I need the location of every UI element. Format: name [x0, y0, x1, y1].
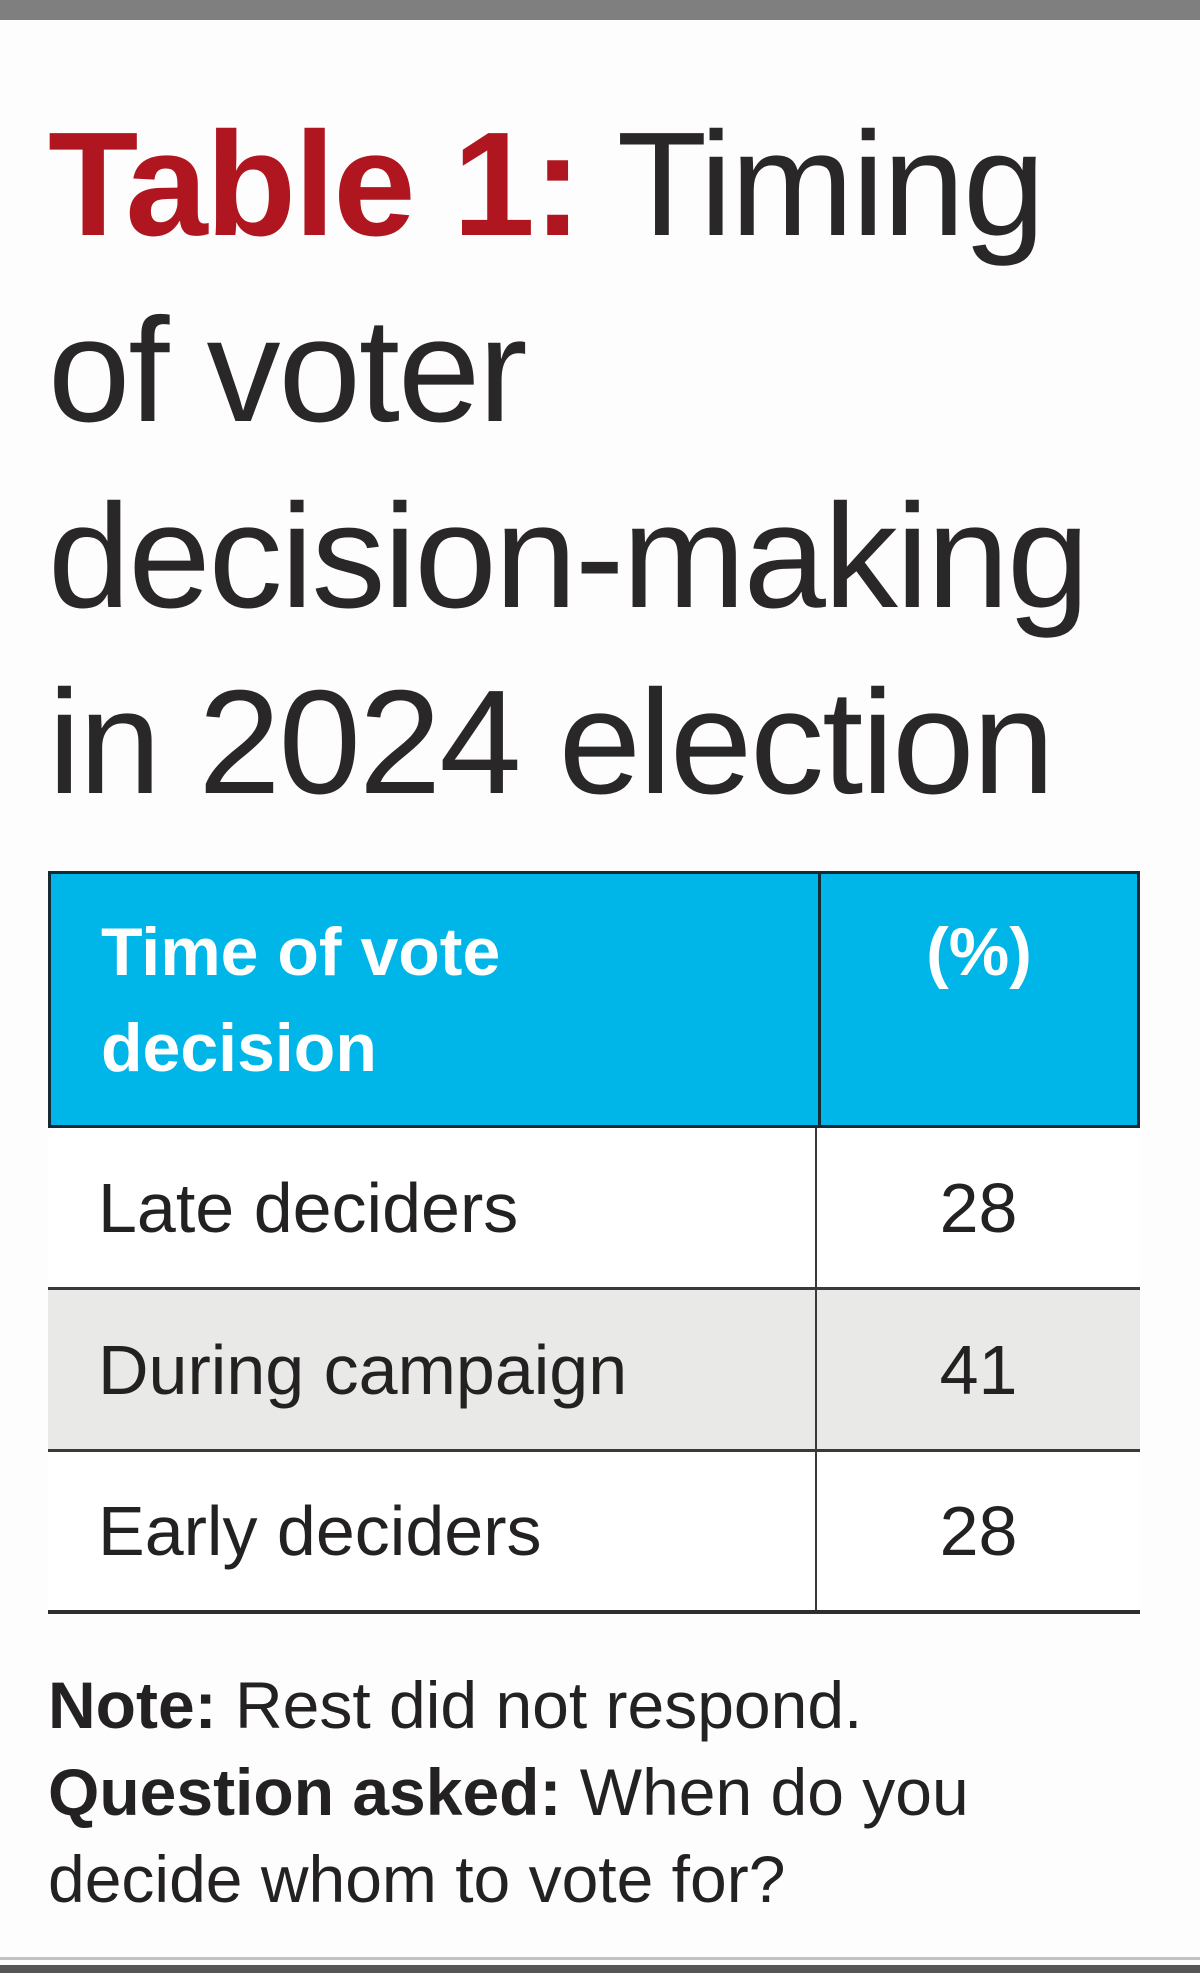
title-line-1-rest: Timing: [580, 102, 1046, 267]
title-line-3: decision-making: [48, 474, 1089, 639]
footnote-question-label: Question asked:: [48, 1755, 562, 1829]
row-label: During campaign: [98, 1330, 628, 1409]
row-label: Late deciders: [98, 1168, 519, 1247]
title-prefix: Table 1:: [48, 102, 582, 267]
table-row: Early deciders 28: [48, 1452, 1140, 1614]
page-title: Table 1: Timing of voter decision-making…: [48, 92, 1170, 836]
bottom-divider-line: [0, 1957, 1200, 1960]
row-label: Early deciders: [98, 1492, 542, 1570]
vote-timing-table: Time of vote decision (%) Late deciders …: [48, 871, 1140, 1614]
title-line-4: in 2024 election: [48, 660, 1055, 825]
table-header-row: Time of vote decision (%): [48, 871, 1140, 1128]
top-bar: [0, 0, 1200, 20]
footnote-note-text: Rest did not respond.: [216, 1668, 863, 1742]
title-line-1: Table 1: Timing: [48, 92, 1170, 278]
footnote-note-label: Note:: [48, 1668, 217, 1742]
footnote-line-1: Note: Rest did not respond.: [48, 1662, 1160, 1749]
row-value: 28: [815, 1128, 1140, 1287]
row-value: 28: [815, 1452, 1140, 1610]
footnote-question-text: When do you: [561, 1755, 969, 1829]
title-line-2: of voter: [48, 288, 528, 453]
footnote-line-3: decide whom to vote for?: [48, 1842, 786, 1916]
table-row: Late deciders 28: [48, 1128, 1140, 1290]
header-col-percent: (%): [818, 874, 1137, 1125]
footnote-line-2: Question asked: When do you: [48, 1749, 1160, 1836]
bottom-bar: [0, 1965, 1200, 1973]
footnote: Note: Rest did not respond. Question ask…: [48, 1662, 1160, 1923]
header-col-time-of-vote-decision: Time of vote decision: [101, 914, 501, 1086]
row-value: 41: [815, 1290, 1140, 1449]
table-row: During campaign 41: [48, 1290, 1140, 1452]
